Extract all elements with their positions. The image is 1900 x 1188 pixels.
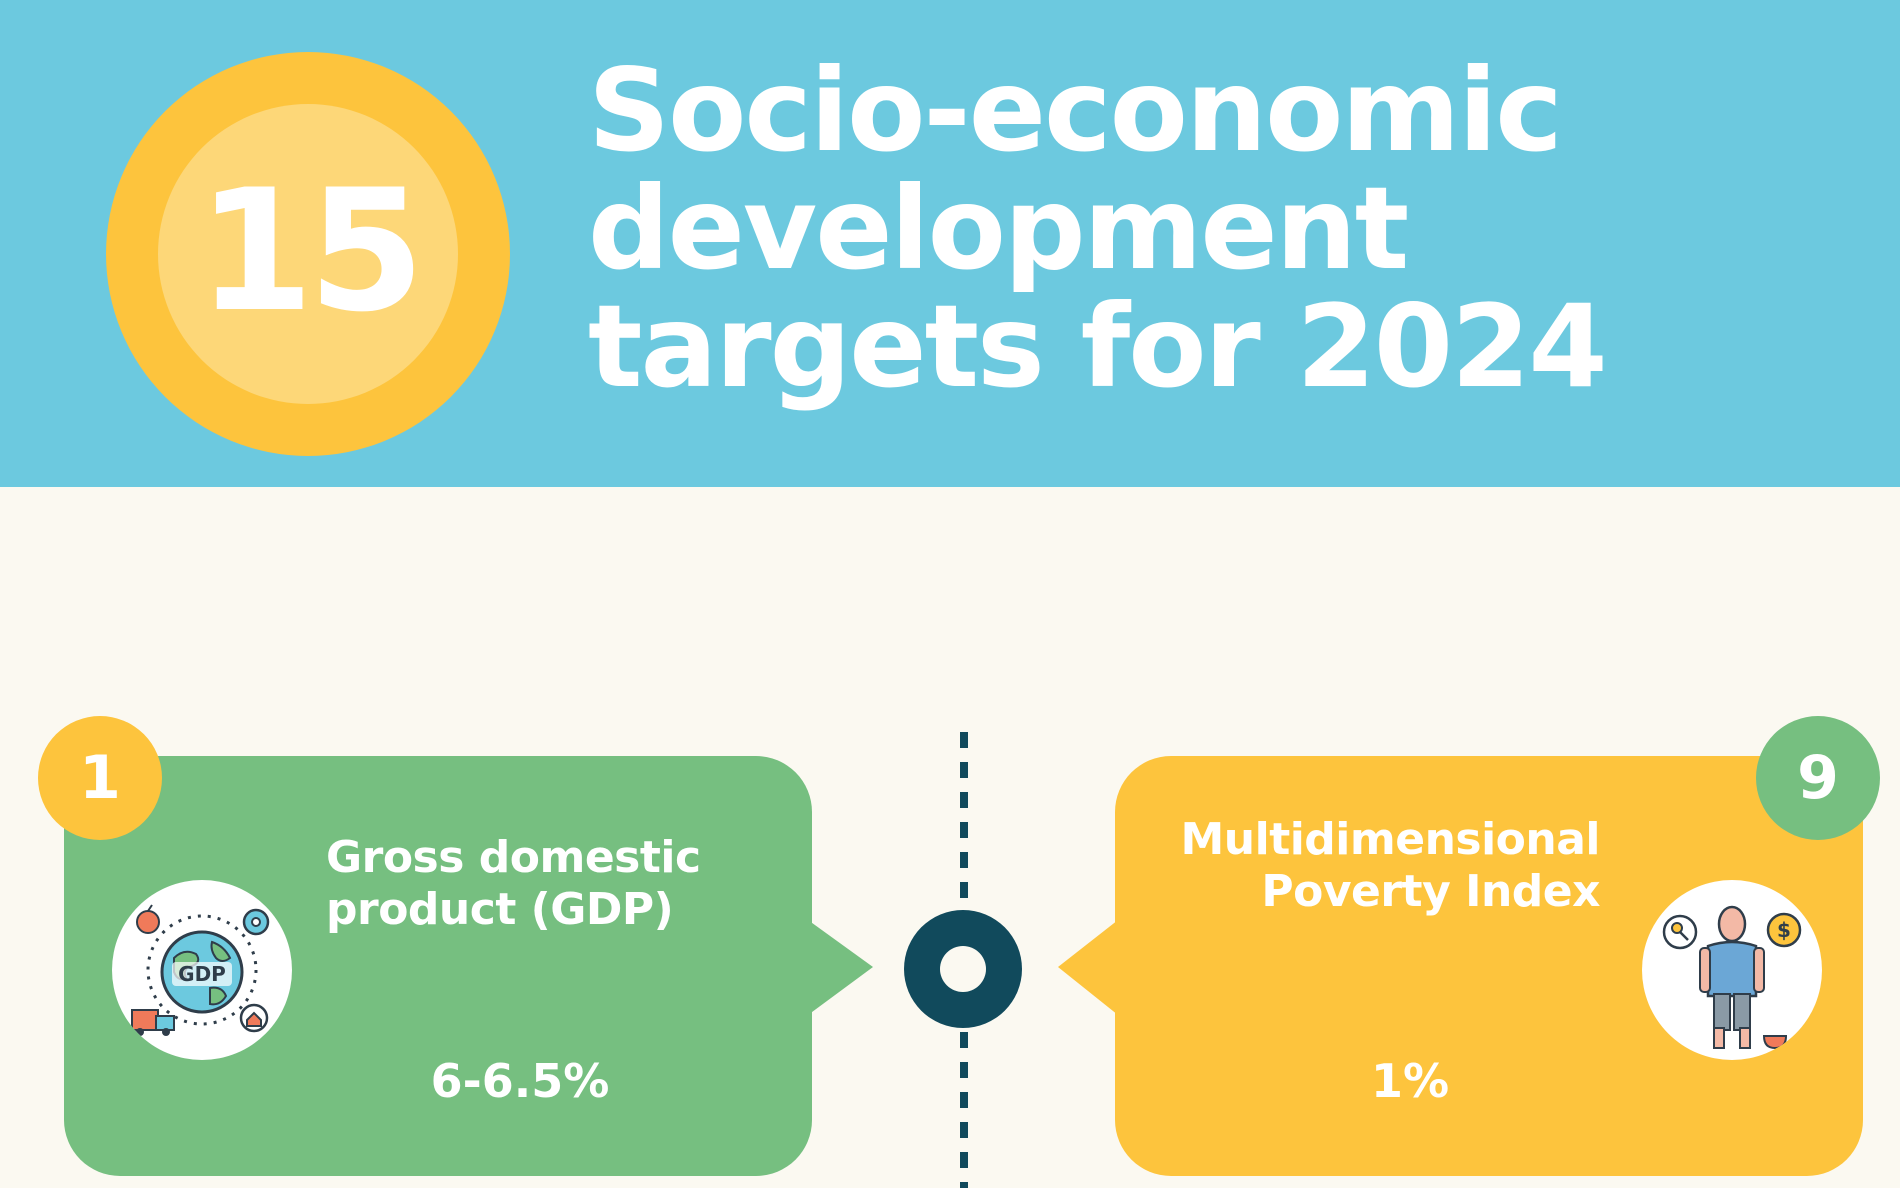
target-count: 15	[197, 153, 425, 349]
timeline-node	[904, 910, 1022, 1028]
target-value: 6-6.5%	[430, 1054, 610, 1108]
target-number-badge: 1	[38, 716, 162, 840]
card-title-line: Multidimensional	[1180, 814, 1601, 865]
target-count-circle: 15	[106, 52, 510, 456]
svg-text:$: $	[1777, 918, 1791, 942]
poverty-person-icon: $	[1642, 880, 1822, 1060]
card-title-line: Gross domestic	[326, 832, 701, 883]
badge-number: 9	[1797, 743, 1839, 813]
gdp-globe-icon: GDP	[112, 880, 292, 1060]
title-line: development	[588, 162, 1409, 295]
badge-number: 1	[79, 743, 121, 813]
card-title-line: Poverty Index	[1261, 866, 1600, 917]
card-pointer-right	[1058, 920, 1118, 1015]
page-title: Socio-economic development targets for 2…	[588, 52, 1848, 406]
title-line: Socio-economic	[588, 44, 1563, 177]
target-value: 1%	[1370, 1054, 1450, 1108]
card-pointer-left	[808, 920, 873, 1015]
target-number-badge: 9	[1756, 716, 1880, 840]
title-line: targets for 2024	[588, 280, 1608, 413]
gdp-label: GDP	[178, 962, 226, 986]
header-banner: 15 Socio-economic development targets fo…	[0, 0, 1900, 487]
card-title-line: product (GDP)	[326, 884, 674, 935]
card-title: Gross domestic product (GDP)	[326, 832, 701, 936]
card-title: Multidimensional Poverty Index	[1124, 814, 1601, 918]
